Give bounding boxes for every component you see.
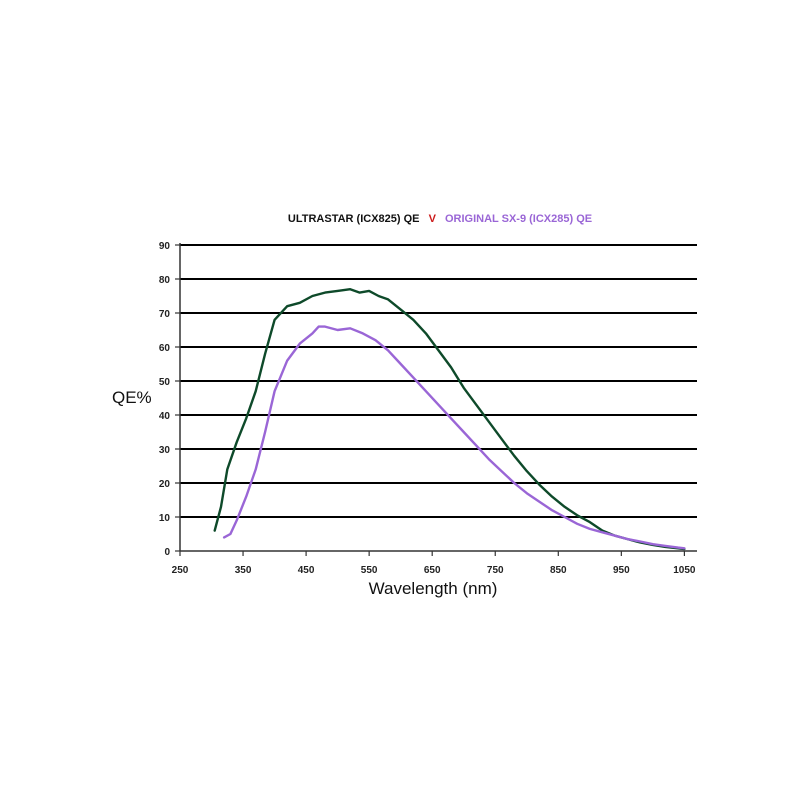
x-tick-label: 950 [613,565,630,576]
x-tick-label: 450 [298,565,315,576]
y-tick-label: 30 [159,445,171,456]
x-tick-label: 1050 [673,565,696,576]
series-line-ultrastar [213,288,686,551]
y-tick-label: 20 [159,479,171,490]
y-axis-label: QE% [112,388,152,407]
y-tick-label: 0 [164,547,170,558]
x-tick-label: 650 [424,565,441,576]
y-tick-label: 10 [159,513,171,524]
x-tick-label: 350 [235,565,252,576]
chart-title-part1: ULTRASTAR (ICX825) QE [288,213,420,225]
y-tick-label: 80 [159,275,171,286]
grid-lines [180,244,697,518]
y-tick-label: 90 [159,241,171,252]
chart-title-separator: V [429,213,437,225]
x-axis-label: Wavelength (nm) [369,579,498,598]
y-tick-label: 40 [159,411,171,422]
y-tick-label: 50 [159,377,171,388]
chart-title: ULTRASTAR (ICX825) QE V ORIGINAL SX-9 (I… [288,213,592,225]
x-tick-label: 750 [487,565,504,576]
x-axis-ticks: 250 350 450 550 650 750 850 950 1050 [172,551,696,576]
y-tick-label: 60 [159,343,171,354]
x-tick-label: 850 [550,565,567,576]
series-layer [213,288,686,551]
chart-title-part2: ORIGINAL SX-9 (ICX285) QE [445,213,592,225]
y-tick-label: 70 [159,309,171,320]
x-tick-label: 250 [172,565,189,576]
x-tick-label: 550 [361,565,378,576]
series-line-sx9 [222,325,686,550]
y-axis-ticks: 0 10 20 30 40 50 60 70 80 90 [159,241,180,558]
